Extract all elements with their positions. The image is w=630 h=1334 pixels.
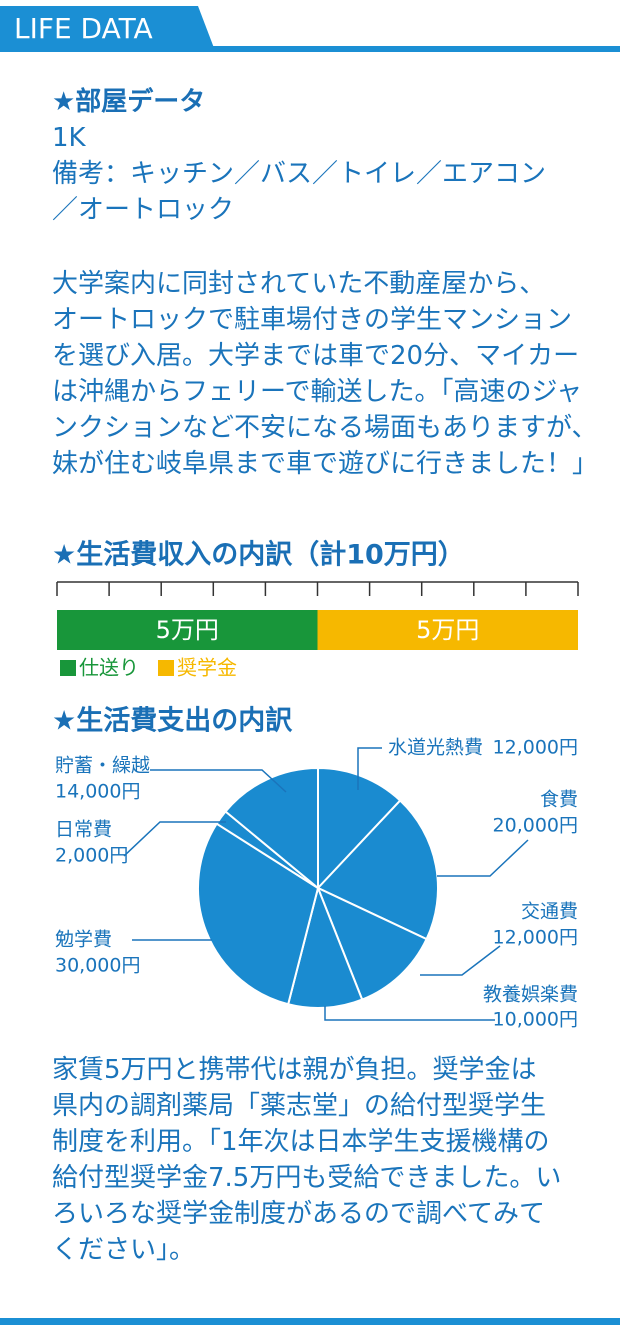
leader-line xyxy=(357,747,382,790)
text-line: は沖縄からフェリーで輸送した。「高速のジャ xyxy=(52,377,583,407)
pie-slice xyxy=(197,822,320,1006)
pie-slice xyxy=(317,766,402,891)
slice-value: 20,000円 xyxy=(493,815,578,837)
leader-line xyxy=(123,821,226,857)
room-line: 備考：キッチン／バス／トイレ／エアコン xyxy=(52,159,547,189)
bar-segment xyxy=(317,610,578,650)
expense-title: ★生活費支出の内訳 xyxy=(52,705,293,737)
header-rule xyxy=(0,46,620,52)
text-line: ンクションなど不安になる場面もありますが、 xyxy=(52,413,598,443)
text-line: 制度を利用。「1年次は日本学生支援機構の xyxy=(52,1127,550,1157)
value-label: 5万円 xyxy=(416,616,479,644)
text-line: ください」。 xyxy=(52,1235,196,1265)
pie-slice xyxy=(224,766,319,891)
slice-value: 12,000円 xyxy=(493,927,578,949)
slice-label: 勉学費 xyxy=(55,929,112,951)
text-line: を選び入居。大学までは車で20分、マイカー xyxy=(52,341,580,371)
pie-slice xyxy=(316,886,428,1001)
leader-line xyxy=(420,945,501,976)
text-line: オートロックで駐車場付きの学生マンション xyxy=(52,305,573,335)
bar-segment xyxy=(57,610,318,650)
slice-value: 14,000円 xyxy=(55,781,140,803)
legend-swatch xyxy=(158,660,174,676)
slice-label: 貯蓄・繰越 xyxy=(55,755,150,777)
slice-label: 教養娯楽費 xyxy=(483,984,578,1006)
slice-value: 30,000円 xyxy=(55,955,140,977)
slice-label: 日常費 xyxy=(55,819,112,841)
footer-rule xyxy=(0,1318,620,1325)
income-title: ★生活費収入の内訳（計10万円） xyxy=(52,539,465,571)
header-tab xyxy=(0,6,214,48)
room-line: ／オートロック xyxy=(52,195,235,225)
leader-line xyxy=(437,839,529,877)
leader-line xyxy=(150,769,287,793)
room-line: 1K xyxy=(52,123,86,153)
slice-label: 食費 xyxy=(540,789,578,811)
room-lines: 1K 備考：キッチン／バス／トイレ／エアコン ／オートロック xyxy=(52,120,546,228)
text-line: 県内の調剤薬局「薬志堂」の給付型奨学生 xyxy=(52,1091,547,1121)
slice-value: 2,000円 xyxy=(55,845,128,867)
room-block: ★部屋データ 1K 備考：キッチン／バス／トイレ／エアコン ／オートロック xyxy=(52,84,546,228)
text-line: 妹が住む岐阜県まで車で遊びに行きました！」 xyxy=(52,449,599,479)
pie-slice xyxy=(316,799,439,941)
header-title: LIFE DATA xyxy=(14,12,153,45)
legend-label: 仕送り xyxy=(79,656,139,680)
room-heading: ★部屋データ xyxy=(52,87,206,117)
text-line: ろいろな奨学金制度があるので調べてみて xyxy=(52,1199,545,1229)
text-line: 家賃5万円と携帯代は親が負担。奨学金は xyxy=(52,1055,537,1085)
slice-value: 12,000円 xyxy=(493,737,578,759)
legend-swatch xyxy=(60,660,76,676)
paragraph: 大学案内に同封されていた不動産屋から、 オートロックで駐車場付きの学生マンションを… xyxy=(52,266,598,482)
text-line: 給付型奨学金7.5万円も受給できました。い xyxy=(52,1163,562,1193)
text-line: 大学案内に同封されていた不動産屋から、 xyxy=(52,269,546,299)
slice-label: 交通費 xyxy=(521,901,578,923)
legend-label: 奨学金 xyxy=(177,656,237,680)
value-label: 5万円 xyxy=(156,616,219,644)
slice-label: 水道光熱費 xyxy=(388,737,483,759)
paragraph: 家賃5万円と携帯代は親が負担。奨学金は 県内の調剤薬局「薬志堂」の給付型奨学生 制度… xyxy=(52,1052,561,1268)
slice-value: 10,000円 xyxy=(493,1009,578,1031)
leader-line xyxy=(324,1006,495,1021)
